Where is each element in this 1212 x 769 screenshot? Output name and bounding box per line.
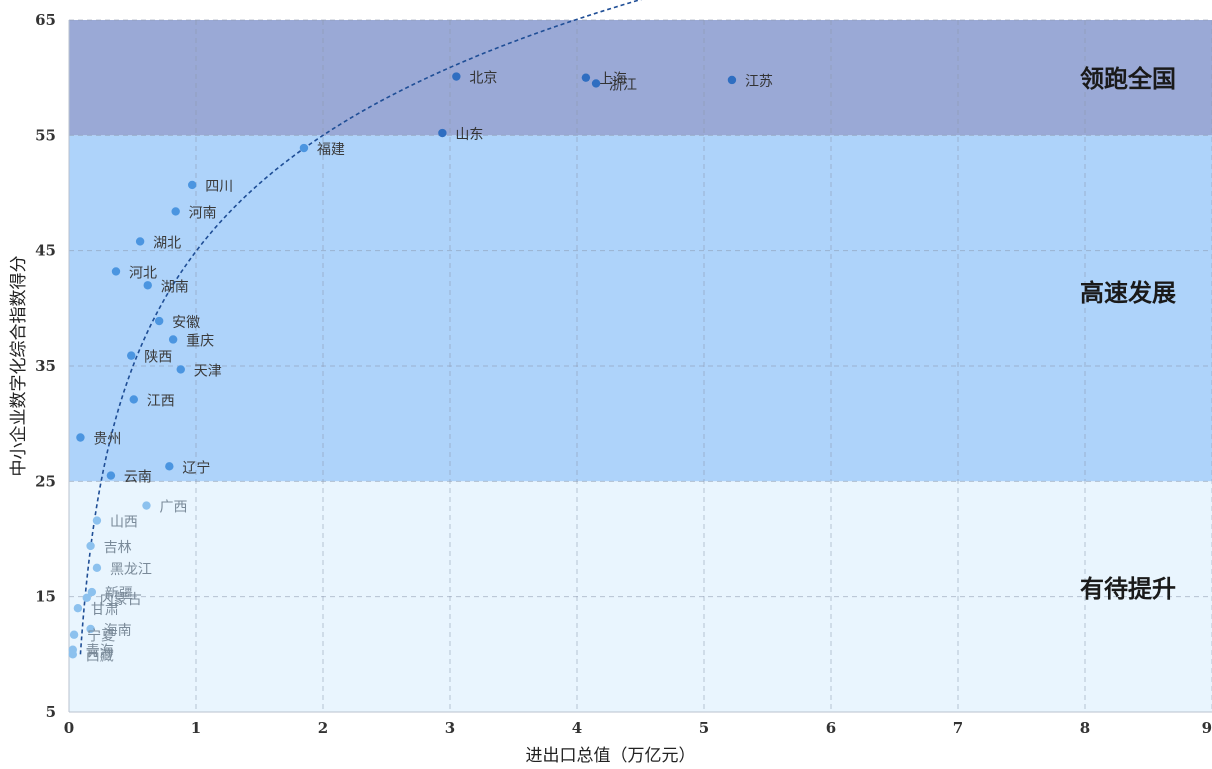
x-tick-label: 1 <box>191 719 201 737</box>
x-tick-label: 6 <box>826 719 836 737</box>
data-point <box>136 237 144 245</box>
point-label: 江苏 <box>745 74 773 90</box>
point-label: 云南 <box>124 470 152 486</box>
point-label: 福建 <box>317 142 345 158</box>
data-point <box>69 650 77 658</box>
zone-band-1 <box>69 135 1212 481</box>
data-point <box>144 281 152 289</box>
data-point <box>177 365 185 373</box>
point-label: 广西 <box>159 500 187 516</box>
y-tick-label: 5 <box>46 703 56 721</box>
y-tick-label: 25 <box>35 472 56 490</box>
x-tick-label: 0 <box>64 719 74 737</box>
x-axis-title: 进出口总值（万亿元） <box>526 746 696 766</box>
data-point <box>165 462 173 470</box>
x-tick-label: 8 <box>1080 719 1090 737</box>
point-label: 四川 <box>205 179 233 195</box>
data-point <box>112 267 120 275</box>
data-point <box>171 207 179 215</box>
data-point <box>155 317 163 325</box>
data-point <box>127 351 135 359</box>
data-point <box>93 516 101 524</box>
y-tick-label: 35 <box>35 357 56 375</box>
data-point <box>142 501 150 509</box>
data-point <box>728 76 736 84</box>
y-tick-label: 45 <box>35 242 56 260</box>
point-label: 湖北 <box>153 235 181 251</box>
point-label: 山东 <box>455 127 483 143</box>
y-tick-label: 65 <box>35 11 56 29</box>
zone-label-0: 领跑全国 <box>1080 65 1176 93</box>
point-label: 湖南 <box>161 279 189 295</box>
point-label: 江西 <box>147 393 175 409</box>
y-tick-label: 55 <box>35 126 56 144</box>
point-label: 贵州 <box>93 432 121 448</box>
y-tick-label: 15 <box>35 588 56 606</box>
y-axis-title: 中小企业数字化综合指数得分 <box>9 256 29 477</box>
data-point <box>86 542 94 550</box>
point-label: 天津 <box>194 363 222 379</box>
point-label: 黑龙江 <box>110 562 152 578</box>
point-label: 河南 <box>189 205 217 221</box>
data-point <box>188 181 196 189</box>
zone-label-2: 有待提升 <box>1080 575 1176 603</box>
point-label: 安徽 <box>172 315 200 331</box>
point-label: 重庆 <box>186 333 214 349</box>
data-point <box>438 129 446 137</box>
data-point <box>70 631 78 639</box>
x-tick-label: 9 <box>1202 719 1212 737</box>
point-label: 甘肃 <box>91 602 119 618</box>
data-point <box>93 564 101 572</box>
zone-band-0 <box>69 20 1212 135</box>
point-label: 浙江 <box>609 77 637 93</box>
point-label: 辽宁 <box>182 459 210 476</box>
x-tick-label: 2 <box>318 719 328 737</box>
x-tick-label: 4 <box>572 719 582 737</box>
point-label: 吉林 <box>104 540 132 556</box>
x-tick-label: 5 <box>699 719 709 737</box>
data-point <box>130 395 138 403</box>
data-point <box>300 144 308 152</box>
point-label: 西藏 <box>86 648 114 664</box>
data-point <box>107 471 115 479</box>
zone-label-1: 高速发展 <box>1080 279 1176 307</box>
data-point <box>582 73 590 81</box>
point-label: 河北 <box>129 265 157 281</box>
data-point <box>76 433 84 441</box>
point-label: 山西 <box>110 515 138 531</box>
x-tick-label: 3 <box>445 719 455 737</box>
data-point <box>169 335 177 343</box>
point-label: 宁夏 <box>87 628 115 645</box>
data-point <box>592 79 600 87</box>
point-label: 北京 <box>469 71 497 87</box>
data-point <box>74 604 82 612</box>
point-label: 陕西 <box>144 350 172 366</box>
data-point <box>83 594 91 602</box>
x-tick-label: 7 <box>953 719 963 737</box>
data-point <box>452 72 460 80</box>
